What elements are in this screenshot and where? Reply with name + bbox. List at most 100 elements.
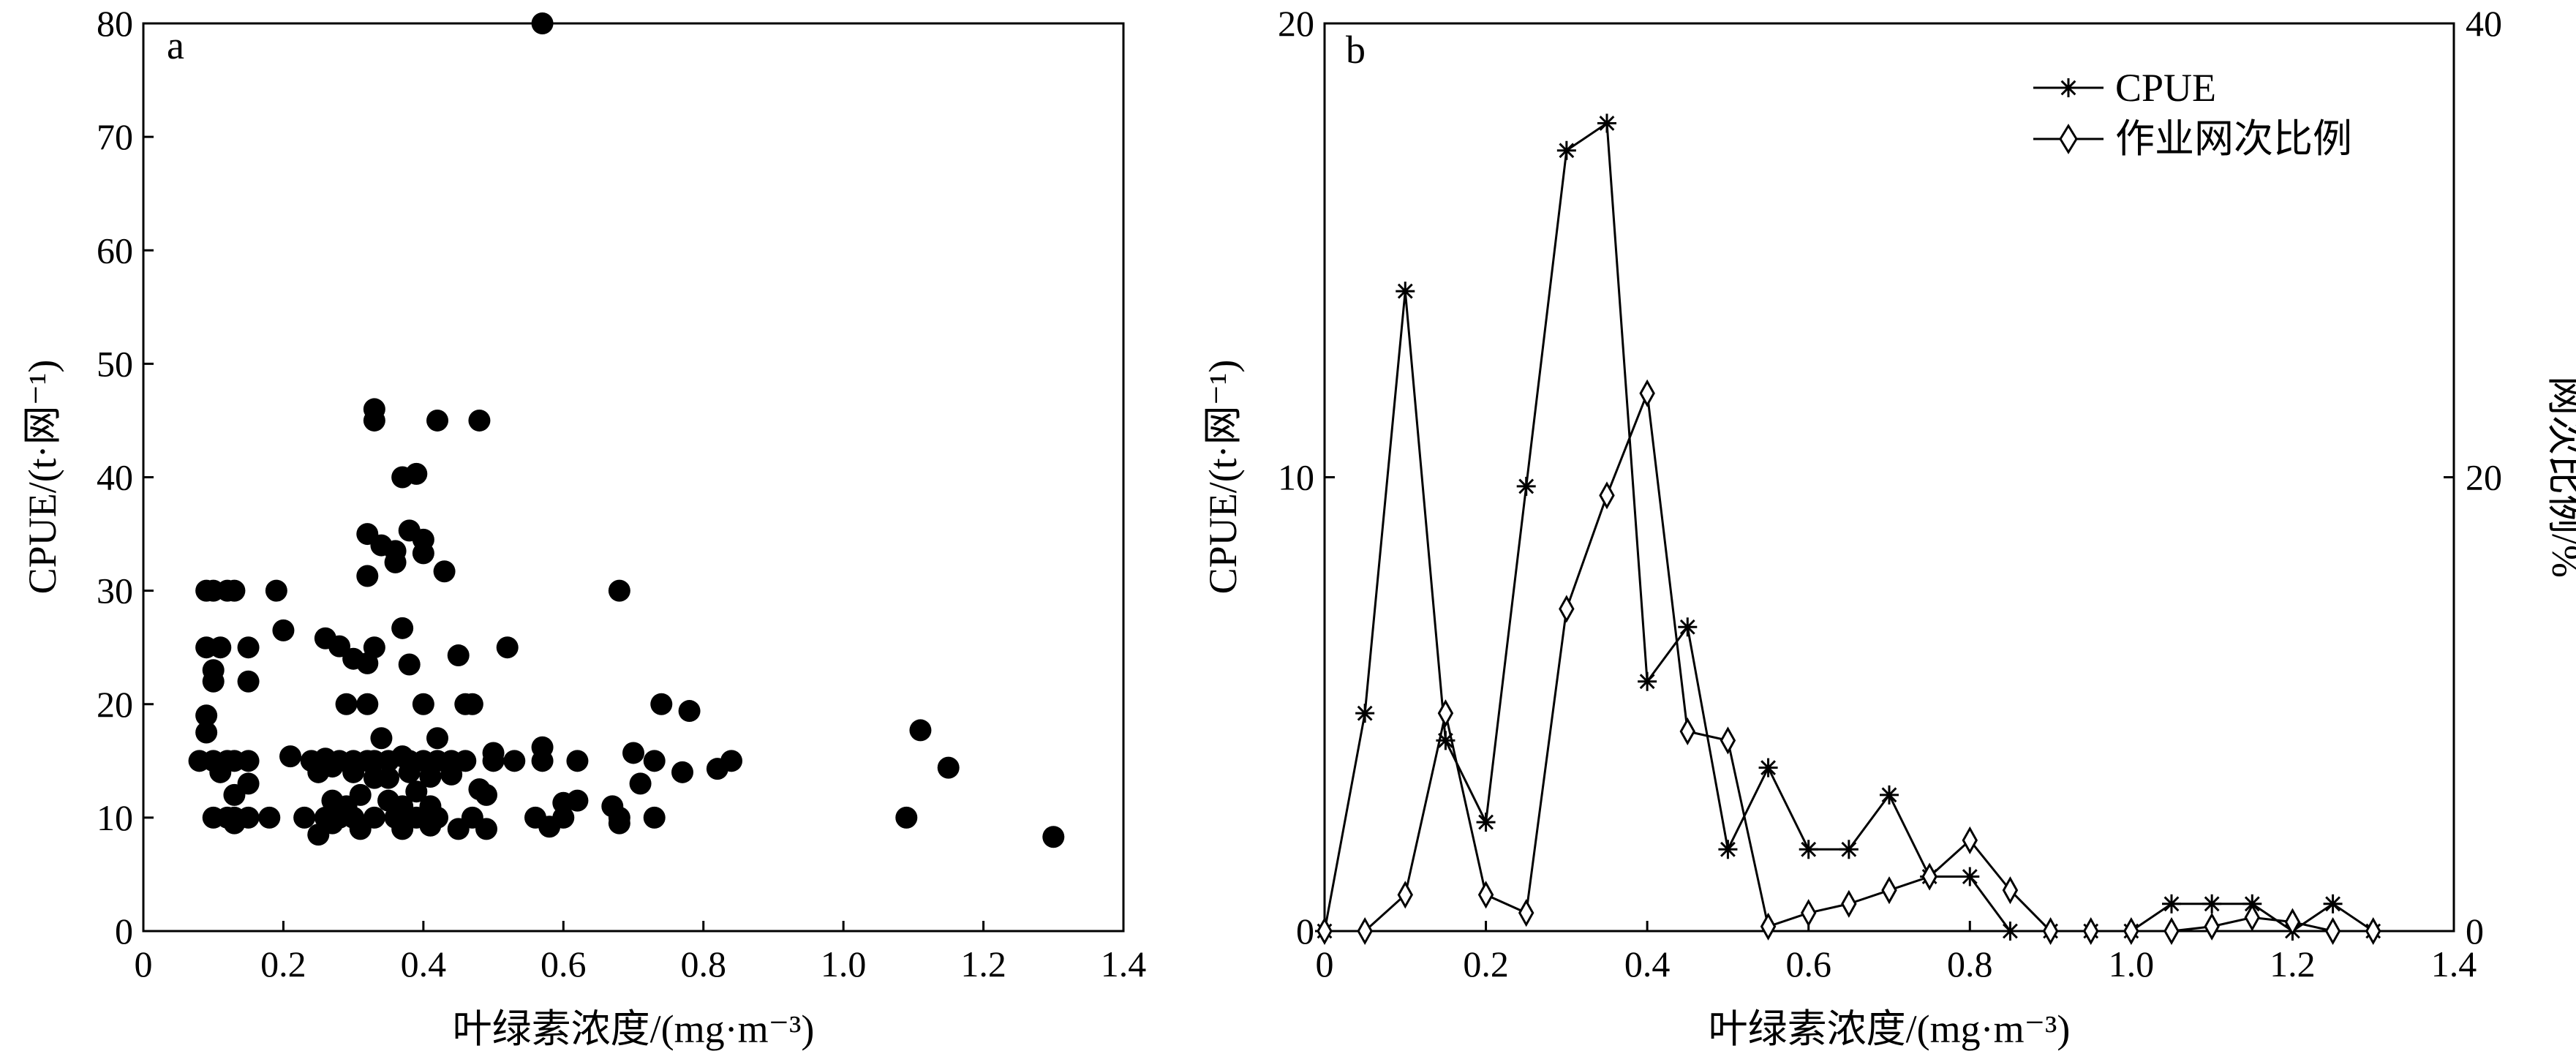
ratio-marker [1921,862,1937,891]
x-tick-label-b: 0.4 [1624,944,1671,984]
scatter-point [706,758,728,780]
y-axis-a: 0 10 20 30 40 50 60 70 80 [97,3,154,952]
scatter-point [223,579,246,602]
ratio-marker [1559,595,1575,623]
ratio-marker [1357,916,1373,946]
scatter-point [370,727,393,750]
scatter-point [622,742,644,764]
legend-entry-ratio: 作业网次比例 [2033,117,2352,161]
x-tick-label-b: 0.8 [1947,944,1993,984]
cpue-marker [1597,113,1616,133]
cpue-marker [2162,894,2181,914]
scatter-point [202,670,225,693]
scatter-point [209,761,232,783]
y-tick-label-a: 50 [97,343,133,384]
scatter-point [258,806,281,829]
legend: CPUE 作业网次比例 [2033,66,2352,161]
ratio-marker [1881,876,1897,905]
x-axis-title-a: 叶绿素浓度/(mg·m⁻³) [453,1007,815,1051]
scatter-point [447,818,470,840]
x-tick-label-b: 1.4 [2431,944,2477,984]
scatter-point [349,818,372,840]
cpue-marker [1758,758,1778,777]
scatter-point [412,693,434,715]
y-axis-title-left-b: CPUE/(t·网⁻¹) [1201,360,1245,595]
y-tick-label-a: 70 [97,116,133,157]
legend-asterisk [2059,78,2078,97]
cpue-marker [2323,894,2343,914]
x-axis-title-b: 叶绿素浓度/(mg·m⁻³) [1709,1007,2071,1051]
cpue-marker [1960,867,1980,886]
series-line-cpue [1323,121,2374,933]
scatter-point [909,719,932,742]
ratio-marker [2082,916,2099,946]
ratio-marker [1477,881,1494,909]
line-series [1315,113,2383,946]
scatter-point [356,693,379,715]
scatter-point [440,763,463,786]
ratio-marker [1639,379,1655,407]
legend-diamond [2059,124,2078,154]
ratio-marker [1397,881,1414,909]
y-tick-label-a: 40 [97,457,133,498]
x-tick-label-a: 1.0 [821,944,867,984]
scatter-point [454,750,477,772]
scatter-point [209,636,232,659]
scatter-point [447,644,470,667]
scatter-point [412,542,434,565]
scatter-point [195,721,218,744]
cpue-marker [2000,922,2020,941]
scatter-point [419,766,442,788]
y-tick-label-a: 80 [97,3,133,44]
scatter-point [895,806,918,829]
cpue-marker [1638,671,1657,691]
scatter-point [293,806,316,829]
scatter-point [531,750,554,772]
scatter-point [643,806,666,829]
cpue-marker [1516,476,1536,496]
scatter-point [377,767,399,789]
scatter-point [643,750,666,772]
cpue-marker [1396,282,1415,301]
scatter-point [678,700,701,723]
panel-label-a: a [167,23,184,67]
y-tick-label-a: 20 [97,684,133,725]
y-tick-label-a: 10 [97,797,133,838]
scatter-point [356,565,379,587]
x-tick-label-b: 0.6 [1785,944,1831,984]
scatter-point [671,761,693,783]
scatter-point [279,745,301,768]
legend-marker-diamond [2059,124,2078,154]
x-tick-label-a: 0.2 [260,944,306,984]
scatter-point [391,617,414,639]
scatter-point [433,560,456,583]
x-axis-a: 0 0.2 0.4 0.6 0.8 1.0 1.2 1.4 [135,921,1147,984]
scatter-point [475,818,497,840]
scatter-point [391,818,414,840]
y-tick-label-left-b: 0 [1296,911,1314,952]
scatter-point [538,816,561,838]
y-tick-label-right-b: 40 [2466,3,2502,44]
scatter-point [321,756,344,778]
scatter-point [272,619,295,641]
cpue-marker [1476,813,1496,832]
cpue-marker [1355,704,1375,723]
x-tick-label-a: 1.4 [1101,944,1147,984]
ratio-marker [1317,916,1333,946]
cpue-marker [1880,785,1899,805]
line-panel-b: 0 0.2 0.4 0.6 0.8 1.0 1.2 1.4 0 10 20 0 20 40 b 叶绿素… [1201,3,2576,1051]
scatter-point [482,750,505,772]
cpue-marker [1678,617,1698,637]
y-tick-label-a: 0 [115,911,133,952]
cpue-marker [1556,140,1576,160]
ratio-marker [1841,889,1857,918]
x-tick-label-b: 1.0 [2109,944,2155,984]
y-tick-label-right-b: 0 [2466,911,2484,952]
y-tick-label-left-b: 20 [1278,3,1314,44]
scatter-point [419,814,442,837]
x-tick-label-b: 0 [1316,944,1334,984]
scatter-point [503,750,526,772]
scatter-point [566,789,589,812]
legend-marker-asterisk [2059,78,2078,97]
x-tick-label-a: 0.8 [680,944,726,984]
